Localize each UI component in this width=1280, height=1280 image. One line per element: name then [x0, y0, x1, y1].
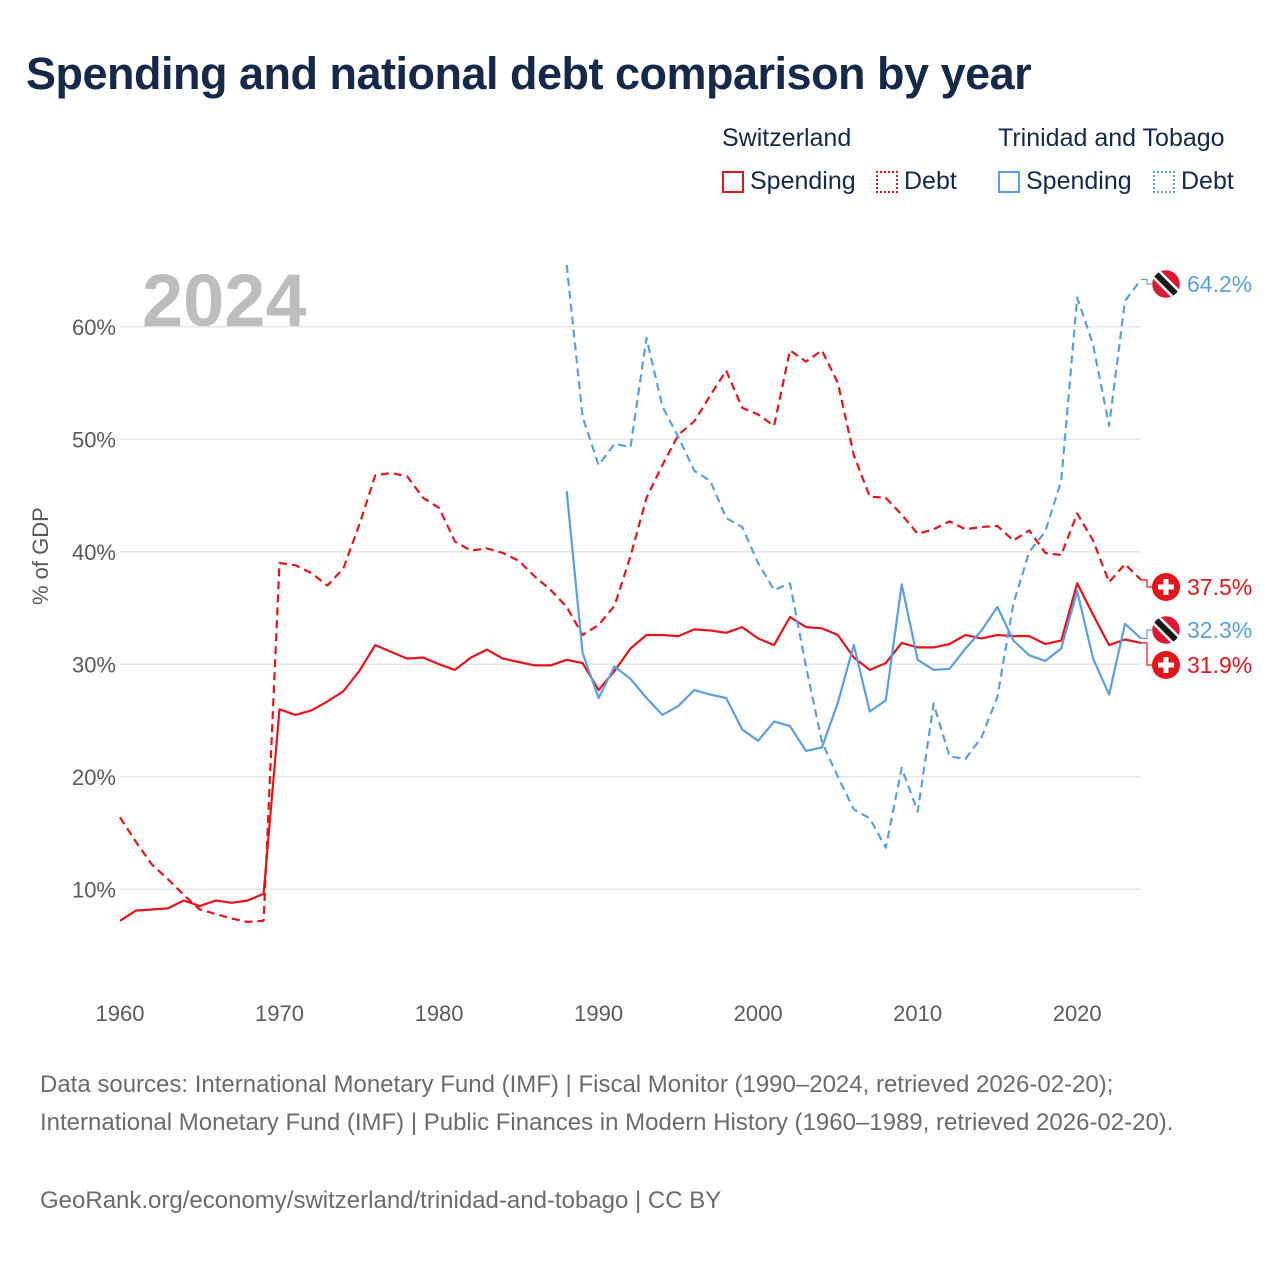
flag-rim	[1151, 615, 1181, 645]
swiss-flag-icon	[1152, 573, 1180, 601]
series-line-trinidad-and-tobago-spending	[565, 490, 1142, 753]
legend-swatch-dotted-blue	[1153, 170, 1175, 193]
legend-label: Spending	[750, 167, 856, 195]
end-value-label: 64.2%	[1187, 271, 1252, 297]
flag-cross-h	[1158, 584, 1174, 590]
y-tick-label: 40%	[72, 540, 116, 565]
legend-switzerland-spending[interactable]: Spending	[722, 167, 856, 196]
y-tick-label: 10%	[72, 877, 116, 902]
flag-body	[1152, 270, 1180, 298]
series-line-switzerland-debt	[119, 349, 1142, 924]
x-tick-label: 1970	[255, 1001, 304, 1026]
legend-switzerland-debt[interactable]: Debt	[876, 167, 957, 196]
series-line-switzerland-spending	[119, 582, 1142, 922]
y-tick-label: 20%	[72, 765, 116, 790]
legend-label: Spending	[1026, 167, 1132, 195]
y-tick-label: 50%	[72, 427, 116, 452]
series-lines	[119, 264, 1142, 924]
end-leader-line	[1141, 642, 1154, 666]
legend-swatch-solid-blue	[998, 170, 1020, 193]
end-value-label: 32.3%	[1187, 617, 1252, 643]
y-ticks: 10% 20% 30% 40% 50% 60%	[72, 315, 116, 903]
credit-link[interactable]: GeoRank.org/economy/switzerland/trinidad…	[40, 1187, 722, 1214]
chart-title: Spending and national debt comparison by…	[26, 48, 1032, 99]
x-tick-label: 1980	[415, 1001, 464, 1026]
legend-swatch-dotted-red	[876, 170, 898, 193]
y-tick-label: 30%	[72, 652, 116, 677]
legend-trinidad-spending[interactable]: Spending	[998, 167, 1132, 196]
y-tick-label: 60%	[72, 315, 116, 340]
legend-label: Debt	[904, 167, 957, 195]
x-tick-label: 2000	[734, 1001, 783, 1026]
x-ticks: 1960 1970 1980 1990 2000 2010 2020	[96, 1001, 1102, 1026]
swiss-flag-icon	[1152, 651, 1180, 679]
legend-group-trinidad: Trinidad and Tobago	[998, 124, 1225, 152]
legend-swatch-solid-red	[722, 170, 744, 193]
end-value-label: 31.9%	[1187, 652, 1252, 678]
legend-trinidad-debt[interactable]: Debt	[1153, 167, 1234, 196]
end-leader-line	[1141, 629, 1154, 639]
flag-body	[1152, 616, 1180, 644]
legend-group-switzerland: Switzerland	[722, 124, 852, 152]
flag-rim	[1151, 269, 1181, 299]
flag-cross-h	[1158, 662, 1174, 668]
trinidad-flag-icon	[1151, 615, 1181, 645]
end-leader-line	[1141, 278, 1154, 285]
legend-label: Debt	[1181, 167, 1234, 195]
x-tick-label: 2010	[893, 1001, 942, 1026]
data-sources-note: Data sources: International Monetary Fun…	[40, 1071, 1174, 1136]
x-tick-label: 1960	[96, 1001, 145, 1026]
x-tick-label: 2020	[1053, 1001, 1102, 1026]
series-line-trinidad-and-tobago-debt	[565, 264, 1142, 849]
end-markers: 31.9% 37.5% 32.3% 64.2%	[1141, 269, 1252, 679]
year-watermark: 2024	[142, 259, 307, 342]
end-value-label: 37.5%	[1187, 574, 1252, 600]
end-leader-line	[1141, 579, 1154, 588]
trinidad-flag-icon	[1151, 269, 1181, 299]
gridlines	[120, 326, 1141, 890]
x-tick-label: 1990	[574, 1001, 623, 1026]
